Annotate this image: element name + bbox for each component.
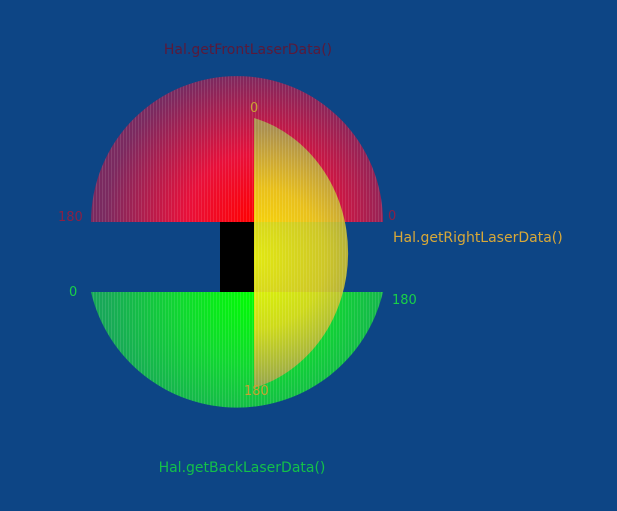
- back-angle-end: 180: [392, 293, 417, 308]
- front-laser-label: Hal.getFrontLaserData(): [164, 42, 332, 58]
- back-laser-scan: [91, 292, 383, 408]
- front-angle-start: 0: [388, 209, 396, 224]
- right-angle-end: 180: [244, 384, 269, 399]
- robot-body-icon: [220, 222, 254, 292]
- front-laser-scan: [91, 76, 383, 222]
- back-angle-start: 0: [69, 285, 77, 300]
- right-laser-label: Hal.getRightLaserData(): [393, 230, 563, 246]
- right-angle-start: 0: [250, 101, 258, 116]
- right-laser-scan: [254, 118, 349, 388]
- back-laser-label: Hal.getBackLaserData(): [159, 460, 326, 476]
- front-angle-end: 180: [58, 210, 83, 225]
